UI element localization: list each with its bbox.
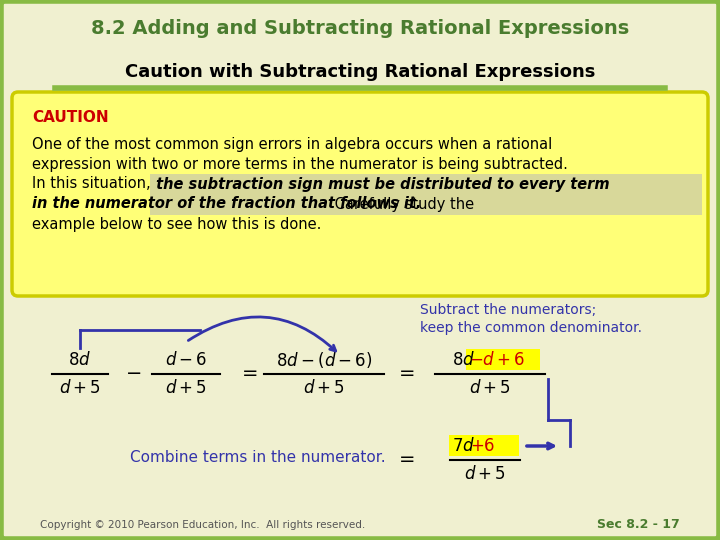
Text: Combine terms in the numerator.: Combine terms in the numerator. [130, 450, 386, 465]
Text: Carefully study the: Carefully study the [330, 197, 474, 212]
Text: the subtraction sign must be distributed to every term: the subtraction sign must be distributed… [151, 177, 610, 192]
FancyBboxPatch shape [12, 92, 708, 296]
Text: $+ 6$: $+ 6$ [470, 437, 495, 455]
Text: $- d + 6$: $- d + 6$ [469, 351, 526, 369]
Text: CAUTION: CAUTION [32, 111, 109, 125]
Text: Caution with Subtracting Rational Expressions: Caution with Subtracting Rational Expres… [125, 63, 595, 81]
Text: example below to see how this is done.: example below to see how this is done. [32, 217, 321, 232]
Text: $d - 6$: $d - 6$ [165, 351, 207, 369]
Text: In this situation,: In this situation, [32, 177, 150, 192]
Text: $=$: $=$ [395, 362, 415, 381]
Text: 8.2 Adding and Subtracting Rational Expressions: 8.2 Adding and Subtracting Rational Expr… [91, 18, 629, 37]
Text: $d + 5$: $d + 5$ [469, 379, 511, 397]
Text: $8d$: $8d$ [68, 351, 91, 369]
Text: $=$: $=$ [238, 362, 258, 381]
Text: $-$: $-$ [125, 362, 141, 381]
Text: $=$: $=$ [395, 449, 415, 468]
Text: Copyright © 2010 Pearson Education, Inc.  All rights reserved.: Copyright © 2010 Pearson Education, Inc.… [40, 520, 365, 530]
Text: $7d$: $7d$ [452, 437, 475, 455]
Text: keep the common denominator.: keep the common denominator. [420, 321, 642, 335]
Text: $d + 5$: $d + 5$ [464, 465, 506, 483]
Text: $d + 5$: $d + 5$ [165, 379, 207, 397]
Text: expression with two or more terms in the numerator is being subtracted.: expression with two or more terms in the… [32, 157, 568, 172]
FancyBboxPatch shape [466, 349, 540, 370]
Text: $8d$: $8d$ [452, 351, 475, 369]
Text: Subtract the numerators;: Subtract the numerators; [420, 303, 596, 317]
Text: $d + 5$: $d + 5$ [59, 379, 101, 397]
Text: in the numerator of the fraction that follows it.: in the numerator of the fraction that fo… [32, 197, 421, 212]
Text: $8d - (d - 6)$: $8d - (d - 6)$ [276, 350, 372, 370]
Text: One of the most common sign errors in algebra occurs when a rational: One of the most common sign errors in al… [32, 137, 552, 152]
FancyBboxPatch shape [150, 174, 702, 215]
Text: Sec 8.2 - 17: Sec 8.2 - 17 [598, 518, 680, 531]
Text: $d + 5$: $d + 5$ [303, 379, 345, 397]
FancyBboxPatch shape [449, 435, 519, 456]
